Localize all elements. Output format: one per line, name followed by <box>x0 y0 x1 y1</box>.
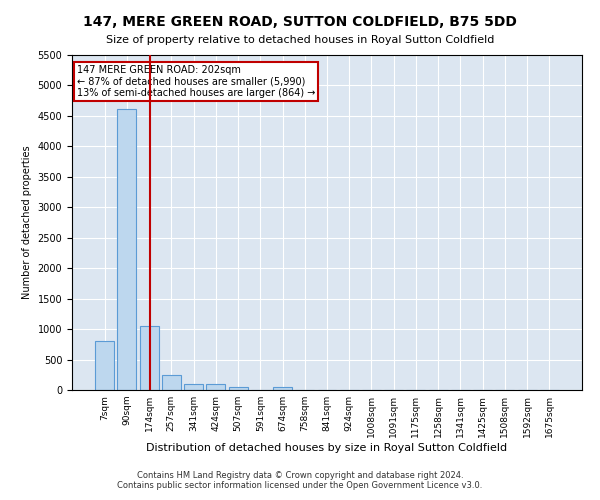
Bar <box>184 384 203 390</box>
Text: Size of property relative to detached houses in Royal Sutton Coldfield: Size of property relative to detached ho… <box>106 35 494 45</box>
Text: 147, MERE GREEN ROAD, SUTTON COLDFIELD, B75 5DD: 147, MERE GREEN ROAD, SUTTON COLDFIELD, … <box>83 15 517 29</box>
Bar <box>140 326 158 390</box>
X-axis label: Distribution of detached houses by size in Royal Sutton Coldfield: Distribution of detached houses by size … <box>146 442 508 452</box>
Bar <box>206 384 225 390</box>
Y-axis label: Number of detached properties: Number of detached properties <box>22 146 32 300</box>
Text: 147 MERE GREEN ROAD: 202sqm
← 87% of detached houses are smaller (5,990)
13% of : 147 MERE GREEN ROAD: 202sqm ← 87% of det… <box>77 65 316 98</box>
Bar <box>273 387 292 390</box>
Text: Contains HM Land Registry data © Crown copyright and database right 2024.
Contai: Contains HM Land Registry data © Crown c… <box>118 470 482 490</box>
Bar <box>118 108 136 390</box>
Bar <box>162 375 181 390</box>
Bar <box>95 342 114 390</box>
Bar <box>229 387 248 390</box>
